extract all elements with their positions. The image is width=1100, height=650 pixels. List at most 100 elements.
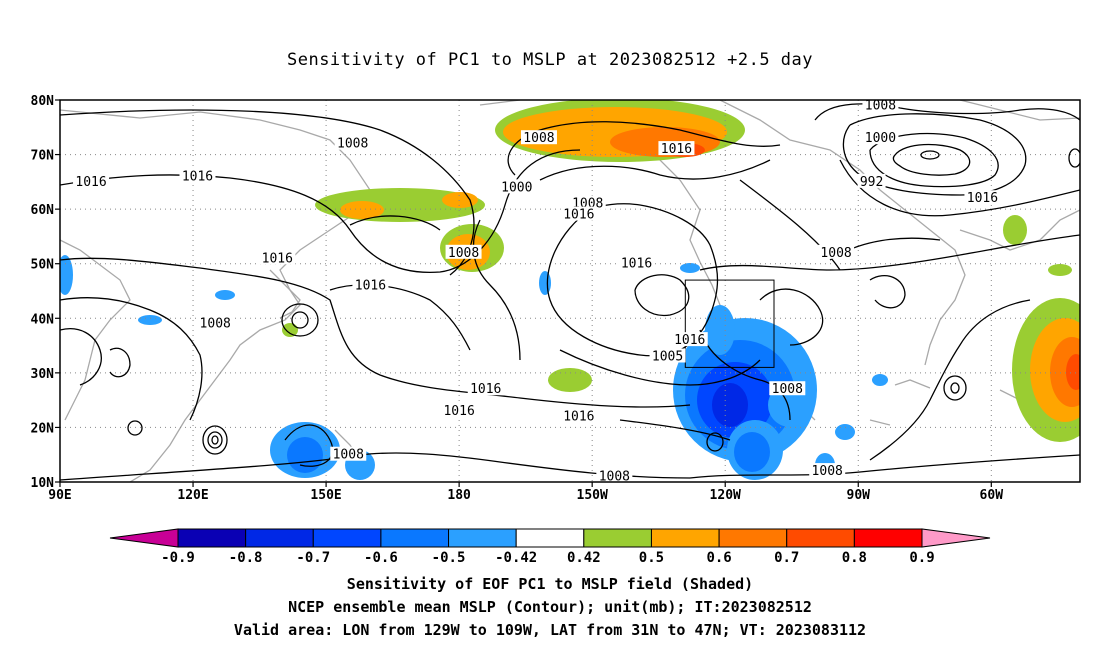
contour-label-bg: [818, 244, 855, 259]
colorbar-label: 0.6: [706, 550, 731, 566]
colorbar-swatch: [718, 528, 788, 548]
contour-label: 1008: [448, 246, 479, 261]
contour-label-bg: [862, 100, 899, 112]
contour-label: 1008: [772, 382, 803, 397]
contour-label-bg: [809, 463, 846, 478]
colorbar-swatch: [448, 528, 517, 548]
contour-label: 1016: [443, 404, 474, 419]
contour-label-bg: [658, 141, 695, 156]
colorbar-label: -0.6: [364, 550, 398, 566]
lat-label: 70N: [31, 149, 55, 164]
contour-label: 1000: [501, 180, 532, 195]
contour-labels: 1008 1016 1016 1008 1000 1008 1016 1016 1008 1000…: [73, 98, 1001, 485]
axis-ticks: [55, 99, 992, 487]
contour-label-bg: [259, 250, 296, 265]
contour-label: 1008: [812, 464, 843, 479]
colorbar-low-triangle: [109, 528, 179, 548]
colorbar-label: 0.8: [842, 550, 867, 566]
colorbar-label: 0.9: [909, 550, 934, 566]
lat-label: 80N: [31, 94, 55, 109]
contour-label-bg: [498, 179, 535, 194]
colorbar-swatch: [312, 528, 382, 548]
contour-label: 1008: [523, 131, 554, 146]
lon-label: 60W: [980, 488, 1004, 503]
lon-label: 150W: [577, 488, 608, 503]
contour-label-bg: [964, 190, 1001, 205]
lon-label: 120W: [710, 488, 741, 503]
colorbar-swatch: [380, 528, 450, 548]
colorbar-label: -0.42: [495, 550, 537, 566]
lon-label: 90E: [48, 488, 71, 503]
contour-label-bg: [467, 381, 504, 396]
colorbar-swatch: [650, 528, 720, 548]
contour-label: 1016: [661, 142, 692, 157]
contour-label-bg: [862, 130, 899, 145]
caption-contour: NCEP ensemble mean MSLP (Contour); unit(…: [288, 598, 812, 616]
lon-label: 90W: [847, 488, 871, 503]
contour-label: 1016: [563, 410, 594, 425]
contour-label: 1016: [967, 191, 998, 206]
colorbar-swatch: [515, 528, 585, 548]
contour-label: 1008: [200, 317, 231, 332]
lon-label: 120E: [177, 488, 208, 503]
contour-label: 1016: [674, 333, 705, 348]
contour-label: 1016: [355, 279, 386, 294]
contour-label-bg: [441, 403, 478, 418]
contour-label: 1016: [182, 169, 213, 184]
contour-label: 1008: [865, 98, 896, 113]
valid-area-box: [684, 279, 775, 368]
colorbar-high-triangle: [921, 528, 991, 548]
contour-label: 992: [860, 175, 883, 190]
contour-label-bg: [330, 446, 367, 461]
lon-label: 180: [447, 488, 471, 503]
contour-label-bg: [179, 168, 216, 183]
contour-label: 1016: [621, 257, 652, 272]
contour-label-bg: [769, 381, 806, 396]
colorbar-swatch: [177, 528, 247, 548]
colorbar-swatch: [245, 528, 314, 548]
contour-label-bg: [445, 244, 482, 259]
colorbar: -0.9 -0.8 -0.7 -0.6 -0.5 -0.42 0.42 0.5 0.6 0.7 0.…: [109, 528, 991, 566]
longitude-labels: 90E 120E 150E 180 150W 120W 90W 60W: [48, 488, 1003, 503]
colorbar-swatch: [583, 528, 652, 548]
contour-label-bg: [560, 408, 597, 423]
lon-label: 150E: [310, 488, 341, 503]
contour-label: 1008: [599, 470, 630, 485]
latitude-labels: 80N 70N 60N 50N 40N 30N 20N 10N: [31, 94, 55, 491]
colorbar-label: 0.7: [774, 550, 799, 566]
contour-label: 1016: [563, 208, 594, 223]
contour-label-bg: [618, 255, 655, 270]
figure-title: Sensitivity of PC1 to MSLP at 2023082512…: [286, 50, 813, 70]
caption-valid-area: Valid area: LON from 129W to 109W, LAT f…: [233, 621, 867, 639]
contour-label: 1008: [333, 448, 364, 463]
lat-label: 40N: [31, 312, 55, 327]
lat-label: 10N: [31, 476, 55, 491]
contour-label: 1008: [820, 246, 851, 261]
contour-label: 1016: [262, 251, 293, 266]
contour-label-bg: [596, 468, 633, 482]
contour-label-bg: [649, 348, 686, 363]
colorbar-swatch: [853, 528, 923, 548]
colorbar-label: 0.42: [567, 550, 601, 566]
contour-label-bg: [671, 332, 708, 347]
lat-label: 30N: [31, 367, 55, 382]
contour-label-bg: [569, 195, 606, 210]
map-frame: [59, 99, 1081, 483]
colorbar-label: -0.7: [296, 550, 330, 566]
colorbar-swatch: [786, 528, 855, 548]
lat-label: 50N: [31, 258, 55, 273]
contour-label-bg: [857, 173, 886, 188]
contour-label-bg: [560, 206, 597, 221]
caption-shading: Sensitivity of EOF PC1 to MSLP field (Sh…: [346, 575, 754, 593]
contour-label-bg: [197, 315, 234, 330]
contour-label: 1000: [865, 131, 896, 146]
contour-label-bg: [334, 135, 371, 150]
colorbar-label: -0.9: [161, 550, 195, 566]
lat-label: 20N: [31, 421, 55, 436]
mslp-contours: [60, 103, 1080, 481]
colorbar-label: -0.8: [229, 550, 263, 566]
contour-label: 1016: [75, 175, 106, 190]
contour-label: 1005: [652, 349, 683, 364]
contour-label-bg: [520, 130, 557, 145]
